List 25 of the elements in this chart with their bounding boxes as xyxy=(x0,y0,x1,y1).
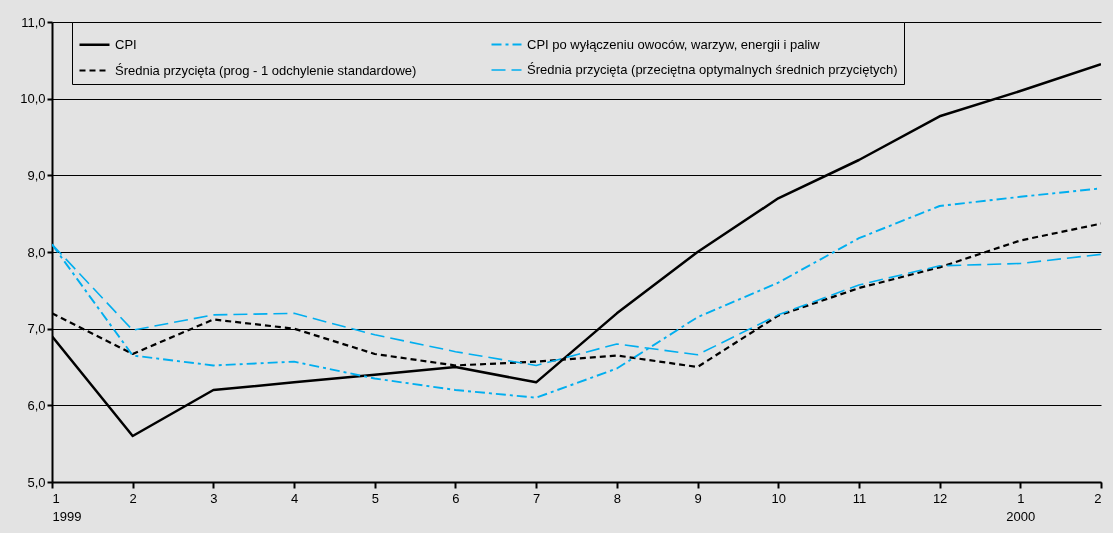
x-tick-label: 4 xyxy=(290,490,299,506)
y-tick-label: 5,0 xyxy=(27,474,46,490)
x-tick-label: 11 xyxy=(852,490,867,506)
legend-label: Średnia przycięta (przeciętna optymalnych średnich przyciętych) xyxy=(527,62,898,77)
y-tick-label: 10,0 xyxy=(20,91,46,107)
y-tick-label: 11,0 xyxy=(21,14,46,30)
y-tick-label: 6,0 xyxy=(27,397,46,413)
x-tick-label: 8 xyxy=(613,490,621,506)
x-tick-label: 6 xyxy=(452,490,460,506)
x-tick-label: 7 xyxy=(533,490,541,506)
y-tick-label: 7,0 xyxy=(27,321,46,337)
x-tick-label: 1 1999 xyxy=(52,490,82,524)
x-tick-label: 1 2000 xyxy=(1006,490,1036,524)
legend-label: Średnia przycięta (prog - 1 odchylenie standardowe) xyxy=(115,62,417,78)
x-tick-label: 2 xyxy=(129,490,137,506)
x-tick-label: 10 xyxy=(771,490,786,506)
x-tick-label: 5 xyxy=(371,490,379,506)
y-tick-label: 9,0 xyxy=(27,167,46,183)
x-tick-label: 12 xyxy=(932,490,948,506)
x-tick-label: 3 xyxy=(210,490,218,506)
legend-label: CPI xyxy=(115,36,137,52)
legend-label: CPI po wyłączeniu owoców, warzyw, energii i paliw xyxy=(527,36,821,52)
y-tick-label: 8,0 xyxy=(27,244,46,260)
x-tick-label: 9 xyxy=(694,490,702,506)
x-tick-label: 2 xyxy=(1094,490,1102,506)
